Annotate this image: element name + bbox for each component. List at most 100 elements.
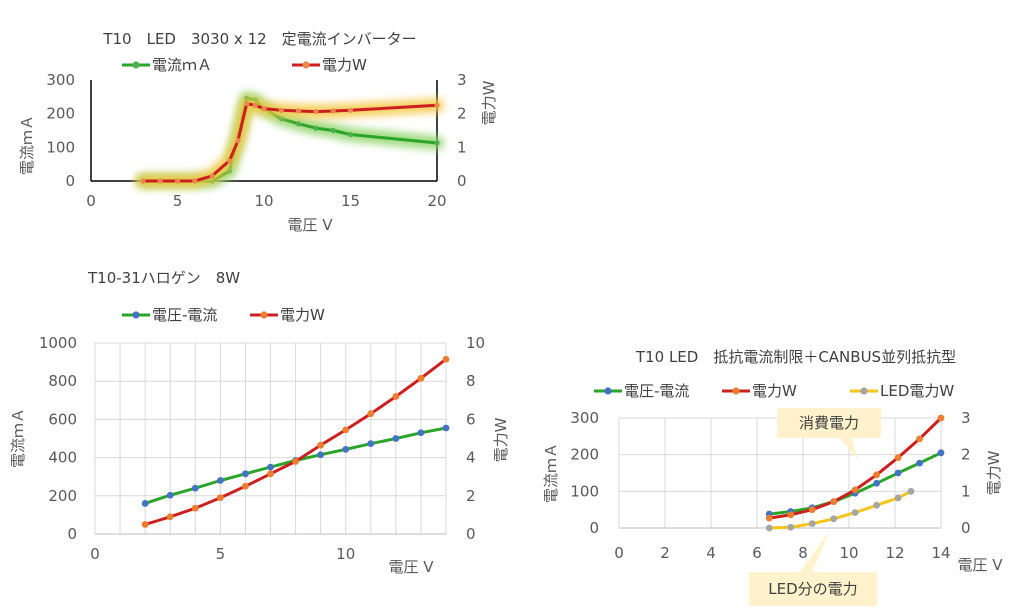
legend-swatch-marker bbox=[132, 311, 140, 319]
y-tick-label: 200 bbox=[48, 487, 77, 505]
y-tick-label: 100 bbox=[46, 138, 75, 156]
callout-box bbox=[749, 572, 877, 606]
series-line bbox=[769, 451, 942, 516]
data-point bbox=[787, 523, 795, 531]
legend-label: LED電力W bbox=[880, 382, 954, 400]
data-point bbox=[235, 138, 241, 144]
y2-tick-label: 3 bbox=[457, 71, 467, 89]
legend-swatch-marker bbox=[260, 311, 268, 319]
chart-title: T10 LED 3030 x 12 定電流インバーター bbox=[102, 30, 416, 48]
data-point bbox=[916, 435, 923, 443]
y-axis-label: 電流ｍＡ bbox=[9, 408, 27, 468]
data-point bbox=[192, 178, 198, 184]
data-point bbox=[330, 108, 336, 114]
data-point bbox=[267, 463, 274, 471]
data-point bbox=[830, 498, 838, 505]
data-point bbox=[873, 479, 880, 487]
data-point bbox=[434, 102, 440, 108]
y-tick-label: 200 bbox=[46, 105, 75, 123]
data-point bbox=[417, 429, 425, 437]
data-point bbox=[292, 458, 299, 465]
x-tick-label: 10 bbox=[254, 192, 273, 210]
x-tick-label: 12 bbox=[885, 544, 904, 562]
data-point bbox=[392, 393, 400, 400]
y2-tick-label: 0 bbox=[961, 519, 971, 537]
data-point bbox=[140, 178, 146, 184]
legend-label: 電力W bbox=[752, 382, 797, 400]
legend-label: 電力W bbox=[280, 306, 325, 324]
y2-tick-label: 2 bbox=[466, 487, 476, 505]
y-axis-label: 電流ｍＡ bbox=[18, 115, 36, 175]
callout-label: LED分の電力 bbox=[768, 580, 857, 598]
data-point bbox=[191, 484, 199, 492]
data-point bbox=[367, 440, 375, 448]
y-tick-label: 300 bbox=[570, 409, 599, 427]
data-point bbox=[313, 109, 319, 115]
legend-swatch-marker bbox=[132, 61, 140, 69]
legend-label: 電圧-電流 bbox=[624, 382, 689, 400]
data-point bbox=[873, 471, 880, 479]
x-tick-label: 15 bbox=[341, 192, 360, 210]
y2-tick-label: 4 bbox=[466, 449, 476, 467]
data-point bbox=[226, 158, 232, 164]
data-point bbox=[830, 515, 838, 523]
data-point bbox=[242, 482, 249, 490]
data-point bbox=[252, 102, 258, 108]
series-line bbox=[142, 102, 438, 183]
data-point bbox=[907, 487, 915, 495]
data-point bbox=[157, 178, 163, 184]
x-tick-label: 20 bbox=[427, 192, 446, 210]
y2-tick-label: 2 bbox=[457, 105, 467, 123]
legend-label: 電力W bbox=[322, 56, 367, 74]
y-tick-label: 0 bbox=[65, 172, 75, 190]
x-tick-label: 10 bbox=[336, 545, 355, 563]
x-tick-label: 14 bbox=[931, 544, 950, 562]
data-point bbox=[873, 501, 880, 509]
legend-label: 電圧-電流 bbox=[152, 306, 217, 324]
data-point bbox=[191, 504, 199, 512]
data-point bbox=[851, 486, 859, 494]
data-point bbox=[174, 178, 181, 184]
y2-tick-label: 0 bbox=[457, 172, 467, 190]
y-tick-label: 0 bbox=[589, 519, 599, 537]
data-point bbox=[342, 445, 350, 453]
data-point bbox=[296, 108, 302, 114]
y-tick-label: 300 bbox=[46, 71, 75, 89]
data-point bbox=[244, 100, 250, 107]
data-point bbox=[317, 451, 325, 459]
x-tick-label: 0 bbox=[614, 544, 624, 562]
y-axis-label: 電流ｍＡ bbox=[542, 443, 560, 503]
chart-2: T10-31ハロゲン 8W 0 5 10 0 200 400 600 800 1000 0 2 4 6 8 1… bbox=[9, 269, 510, 576]
x-tick-label: 5 bbox=[173, 192, 183, 210]
data-point bbox=[166, 513, 174, 521]
data-point bbox=[894, 469, 902, 477]
callout-box bbox=[777, 408, 881, 438]
data-point bbox=[347, 107, 354, 113]
legend-label: 電流ｍＡ bbox=[152, 56, 212, 74]
data-point bbox=[434, 140, 440, 146]
callout-label: 消費電力 bbox=[799, 414, 859, 432]
y2-tick-label: 1 bbox=[961, 482, 971, 500]
x-tick-label: 0 bbox=[86, 192, 96, 210]
callout-pointer bbox=[840, 438, 858, 460]
x-axis-label: 電圧 V bbox=[287, 216, 333, 234]
y-tick-label: 0 bbox=[67, 525, 77, 543]
y-tick-label: 200 bbox=[570, 446, 599, 464]
data-point bbox=[937, 414, 945, 422]
y-tick-label: 600 bbox=[48, 410, 77, 428]
y-tick-label: 800 bbox=[48, 372, 77, 390]
data-point bbox=[417, 374, 425, 382]
data-point bbox=[937, 449, 945, 457]
y2-axis-label: 電力W bbox=[985, 450, 1003, 495]
data-point bbox=[367, 410, 375, 418]
x-axis-label: 電圧 V bbox=[957, 556, 1003, 574]
data-point bbox=[894, 454, 902, 461]
x-axis-label: 電圧 V bbox=[388, 558, 434, 576]
data-point bbox=[787, 511, 795, 519]
data-point bbox=[442, 355, 450, 363]
data-point bbox=[317, 441, 325, 449]
x-tick-label: 8 bbox=[798, 544, 808, 562]
data-point bbox=[278, 107, 284, 113]
